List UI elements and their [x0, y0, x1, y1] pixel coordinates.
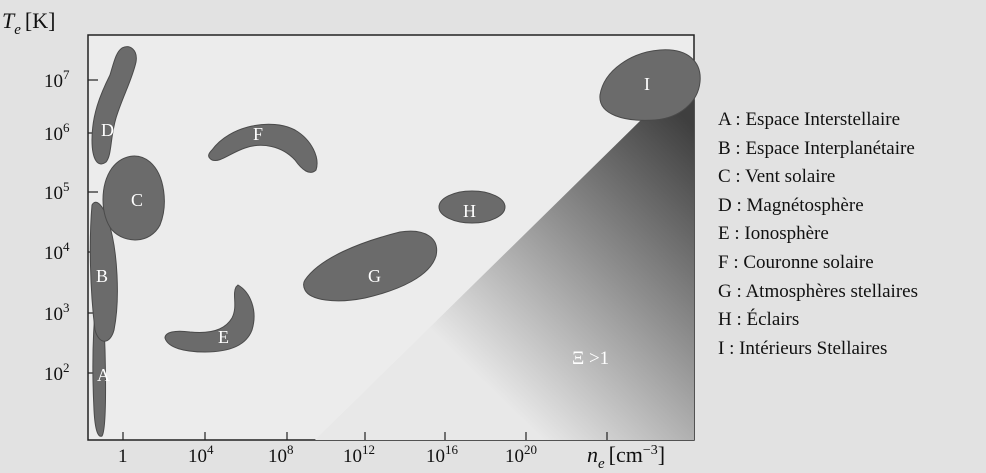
x-tick-label: 1012	[343, 442, 375, 467]
y-tick-label: 104	[44, 239, 70, 264]
legend-item-a: A : Espace Interstellaire	[718, 109, 901, 130]
region-H-label: H	[463, 201, 476, 221]
degeneracy-annotation: Ξ >1	[572, 348, 609, 369]
legend-item-c: C : Vent solaire	[718, 166, 836, 188]
legend-item-b: B : Espace Interplanétaire	[718, 137, 915, 159]
region-G-label: G	[368, 266, 381, 286]
x-tick-labels: 1 104 108 1012 1016 1020	[118, 442, 537, 467]
y-tick-label: 103	[44, 300, 70, 325]
legend-item-i: I : Intérieurs Stellaires	[718, 337, 888, 359]
region-F	[208, 123, 318, 173]
y-tick-label: 107	[44, 67, 70, 92]
legend-item-g: G : Atmosphères stellaires	[718, 280, 918, 302]
y-tick-labels: 102 103 104 105 106 107	[44, 67, 70, 385]
region-H	[438, 190, 506, 224]
y-tick-label: 105	[44, 179, 70, 204]
region-E	[164, 284, 255, 353]
region-A-label: A	[97, 365, 110, 385]
degenerate-region	[315, 68, 694, 440]
region-D	[91, 46, 137, 165]
y-axis-label: Te [K]	[2, 8, 55, 38]
x-tick-label: 104	[188, 442, 214, 467]
legend-item-f: F : Couronne solaire	[718, 251, 874, 273]
x-axis-label: ne [cm−3]	[587, 442, 665, 468]
legend-item-d: D : Magnétosphère	[718, 194, 864, 216]
region-B-label: B	[96, 266, 108, 286]
region-C-label: C	[131, 190, 143, 210]
y-tick-label: 102	[44, 360, 70, 385]
y-tick-label: 106	[44, 120, 70, 145]
legend-item-e: E : Ionosphère	[718, 223, 829, 245]
x-tick-label: 1020	[505, 442, 537, 467]
region-D-label: D	[101, 120, 114, 140]
region-E-label: E	[218, 327, 229, 347]
legend-item-h: H : Éclairs	[718, 309, 800, 331]
x-axis-ticks	[122, 432, 608, 440]
x-tick-label: 1016	[426, 442, 459, 467]
region-G	[303, 230, 438, 302]
region-F-label: F	[253, 124, 263, 144]
region-labels: A B C D E F G H I	[96, 74, 650, 385]
legend: A : Espace Interstellaire B : Espace Int…	[718, 106, 918, 363]
region-I-label: I	[644, 74, 650, 94]
x-tick-label: 1	[118, 446, 128, 467]
region-C	[102, 155, 165, 241]
regions	[89, 46, 701, 437]
x-tick-label: 108	[268, 442, 294, 467]
region-I	[599, 49, 701, 121]
